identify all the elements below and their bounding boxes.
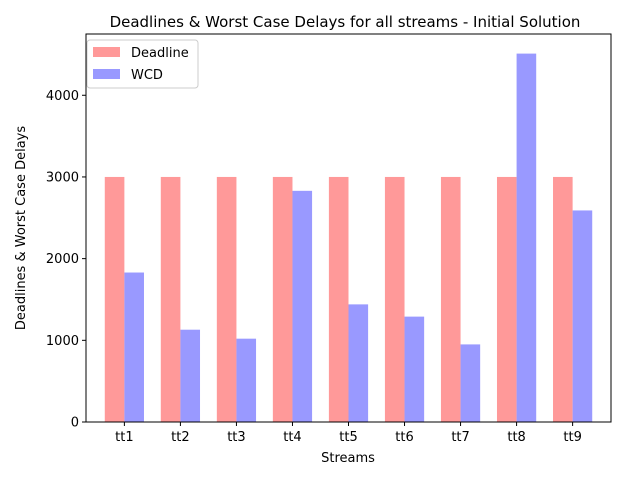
bar-wcd-tt3	[236, 338, 257, 422]
legend-swatch-wcd	[93, 69, 120, 79]
bar-wcd-tt7	[460, 344, 481, 422]
bar-wcd-tt6	[404, 316, 425, 422]
legend: Deadline WCD	[86, 39, 199, 89]
x-tick-label-tt6: tt6	[395, 430, 413, 445]
x-tick-label-tt8: tt8	[507, 430, 525, 445]
bar-wcd-tt1	[124, 272, 144, 422]
x-tick-label-tt7: tt7	[451, 430, 469, 445]
legend-swatch-deadline	[93, 47, 120, 57]
legend-label-deadline: Deadline	[131, 46, 189, 61]
bar-deadline-tt1	[104, 176, 125, 422]
bar-deadline-tt8	[496, 176, 517, 422]
bar-deadline-tt6	[384, 176, 405, 422]
x-axis-ticks: tt1 tt2 tt3 tt4 tt5 tt6 tt7 tt8 tt9	[115, 422, 582, 445]
bar-wcd-tt5	[348, 304, 369, 422]
y-tick-label: 1000	[46, 334, 79, 349]
bar-wcd-tt4	[292, 190, 313, 422]
bar-wcd-tt9	[572, 210, 593, 422]
x-tick-label-tt4: tt4	[283, 430, 301, 445]
bar-deadline-tt5	[328, 176, 349, 422]
legend-label-wcd: WCD	[131, 68, 163, 83]
chart-title: Deadlines & Worst Case Delays for all st…	[110, 13, 581, 31]
bar-deadline-tt9	[553, 176, 573, 422]
x-axis-label: Streams	[321, 451, 375, 466]
bar-deadline-tt4	[272, 176, 293, 422]
y-axis-label: Deadlines & Worst Case Delays	[14, 126, 29, 330]
y-tick-label: 0	[71, 416, 79, 431]
y-tick-label: 2000	[46, 252, 79, 267]
y-tick-label: 4000	[46, 89, 79, 104]
x-tick-label-tt9: tt9	[563, 430, 581, 445]
x-tick-label-tt3: tt3	[227, 430, 245, 445]
bars-group	[104, 53, 593, 422]
bar-deadline-tt3	[216, 176, 237, 422]
x-tick-label-tt2: tt2	[171, 430, 189, 445]
bar-deadline-tt2	[160, 176, 181, 422]
bar-wcd-tt8	[516, 53, 537, 422]
y-tick-label: 3000	[46, 170, 79, 185]
bar-deadline-tt7	[440, 176, 461, 422]
x-tick-label-tt5: tt5	[339, 430, 357, 445]
x-tick-label-tt1: tt1	[115, 430, 133, 445]
bar-wcd-tt2	[180, 329, 201, 422]
y-axis-ticks: 0 1000 2000 3000 4000	[46, 89, 86, 431]
